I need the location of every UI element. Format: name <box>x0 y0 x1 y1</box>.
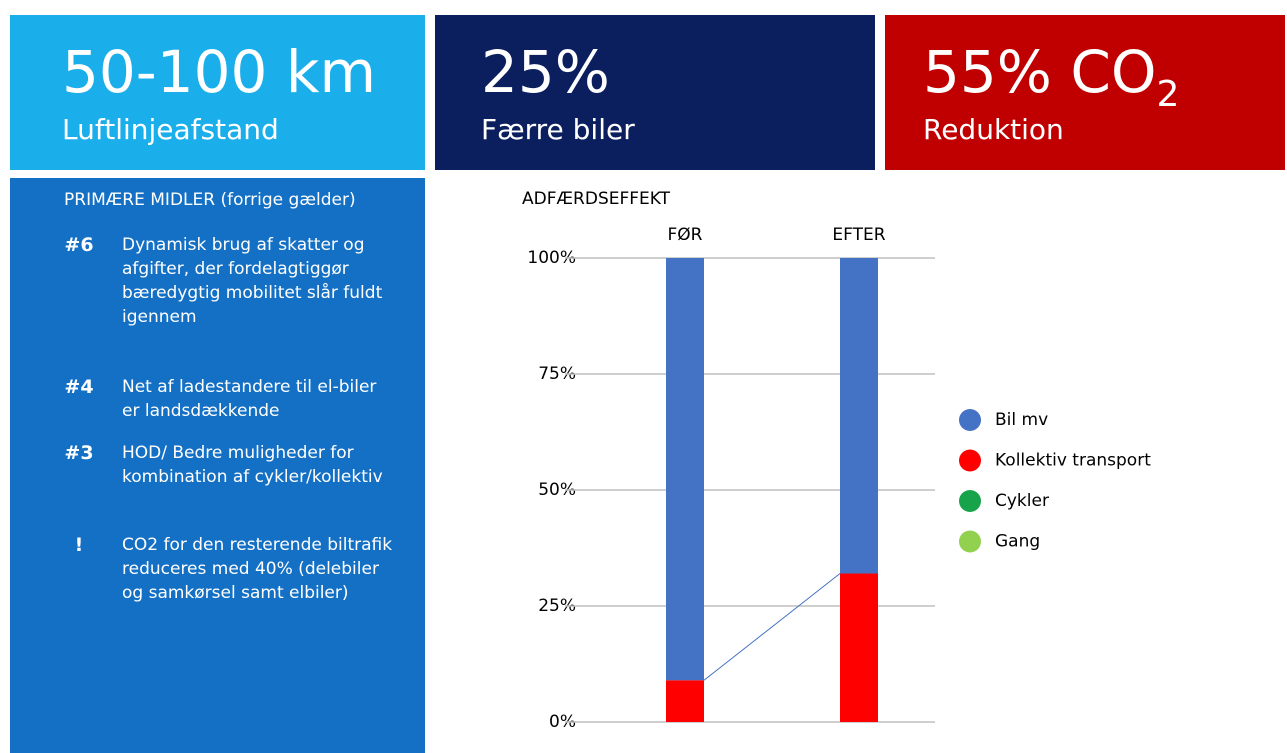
measure-text: HOD/ Bedre muligheder for kombination af… <box>122 443 383 487</box>
title-text: 55% CO <box>923 38 1157 106</box>
panel-heading: PRIMÆRE MIDLER (forrige gælder) <box>64 190 356 210</box>
chart-title: ADFÆRDSEFFEKT <box>522 189 671 209</box>
measure-label: ! <box>74 534 84 556</box>
legend-label: Kollektiv transport <box>995 451 1151 471</box>
measure-label: #4 <box>64 376 94 398</box>
subscript: 2 <box>1156 74 1180 115</box>
legend-marker <box>959 490 981 512</box>
measure-text: Dynamisk brug af skatter og afgifter, de… <box>122 235 383 327</box>
metric-title: 25% <box>481 38 610 106</box>
y-tick-label: 0% <box>549 712 576 732</box>
y-tick-label: 100% <box>527 248 576 268</box>
metric-box: 55% CO2 Reduktion <box>885 15 1285 170</box>
y-tick-label: 75% <box>538 364 576 384</box>
measures-panel: PRIMÆRE MIDLER (forrige gælder) #6 Dynami… <box>10 178 425 753</box>
metric-box: 25% Færre biler <box>435 15 875 170</box>
measure-text: CO2 for den resterende biltrafik reducer… <box>122 535 393 603</box>
legend-marker <box>959 409 981 431</box>
legend-label: Gang <box>995 532 1040 552</box>
metric-title: 55% CO2 <box>923 37 1179 130</box>
metric-subtitle: Luftlinjeafstand <box>62 113 279 146</box>
bar-segment <box>666 258 704 681</box>
metric-subtitle: Færre biler <box>481 113 635 146</box>
measure-text: Net af ladestandere til el-biler er land… <box>122 377 377 421</box>
series-line <box>703 573 841 681</box>
x-tick-label: EFTER <box>832 225 885 245</box>
metric-title: 50-100 km <box>62 38 376 106</box>
measure-label: #3 <box>64 442 94 464</box>
legend-label: Cykler <box>995 491 1049 511</box>
y-tick-label: 25% <box>538 596 576 616</box>
legend-label: Bil mv <box>995 410 1048 430</box>
measure-label: #6 <box>64 234 94 256</box>
bar-segment <box>666 680 704 722</box>
y-tick-label: 50% <box>538 480 576 500</box>
metric-subtitle: Reduktion <box>923 113 1064 146</box>
bar-segment <box>840 258 878 574</box>
legend-marker <box>959 449 981 472</box>
x-tick-label: FØR <box>668 225 703 245</box>
bar-segment <box>840 573 878 722</box>
metric-box: 50-100 km Luftlinjeafstand <box>10 15 425 170</box>
legend-marker <box>959 530 981 553</box>
